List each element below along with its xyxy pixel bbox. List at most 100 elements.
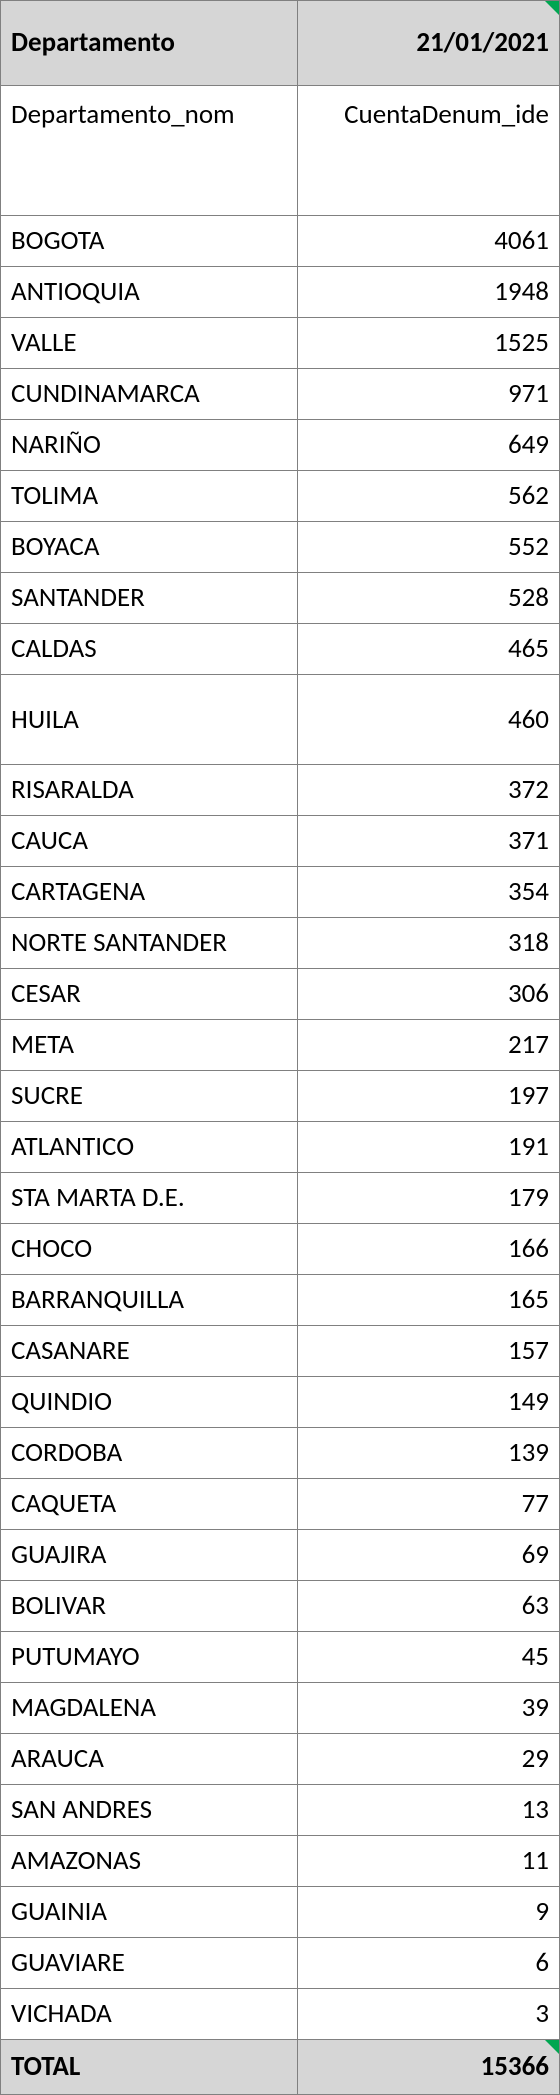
count-cell: 562 bbox=[298, 471, 560, 522]
table-row: CORDOBA139 bbox=[1, 1428, 560, 1479]
dept-cell: CARTAGENA bbox=[1, 867, 298, 918]
departamento-table: Departamento 21/01/2021 Departamento_nom… bbox=[0, 0, 560, 2095]
count-cell: 6 bbox=[298, 1938, 560, 1989]
count-cell: 3 bbox=[298, 1989, 560, 2040]
table-row: BARRANQUILLA165 bbox=[1, 1275, 560, 1326]
count-cell: 149 bbox=[298, 1377, 560, 1428]
count-cell: 39 bbox=[298, 1683, 560, 1734]
dept-cell: CALDAS bbox=[1, 624, 298, 675]
header-departamento: Departamento bbox=[1, 1, 298, 86]
table-row: BOGOTA4061 bbox=[1, 216, 560, 267]
table-row: TOLIMA562 bbox=[1, 471, 560, 522]
table-row: NORTE SANTANDER318 bbox=[1, 918, 560, 969]
table-row: HUILA460 bbox=[1, 675, 560, 765]
count-cell: 465 bbox=[298, 624, 560, 675]
table-row: NARIÑO649 bbox=[1, 420, 560, 471]
header-row: Departamento 21/01/2021 bbox=[1, 1, 560, 86]
dept-cell: CORDOBA bbox=[1, 1428, 298, 1479]
subheader-departamento: Departamento_nom bbox=[1, 86, 298, 216]
dept-cell: AMAZONAS bbox=[1, 1836, 298, 1887]
dept-cell: GUAJIRA bbox=[1, 1530, 298, 1581]
count-cell: 139 bbox=[298, 1428, 560, 1479]
table-row: SUCRE197 bbox=[1, 1071, 560, 1122]
dept-cell: STA MARTA D.E. bbox=[1, 1173, 298, 1224]
count-cell: 552 bbox=[298, 522, 560, 573]
table-row: GUAJIRA69 bbox=[1, 1530, 560, 1581]
table-row: BOLIVAR63 bbox=[1, 1581, 560, 1632]
table-row: ANTIOQUIA1948 bbox=[1, 267, 560, 318]
count-cell: 197 bbox=[298, 1071, 560, 1122]
header-date: 21/01/2021 bbox=[298, 1, 560, 86]
count-cell: 649 bbox=[298, 420, 560, 471]
count-cell: 318 bbox=[298, 918, 560, 969]
dept-cell: BOGOTA bbox=[1, 216, 298, 267]
table-row: CHOCO166 bbox=[1, 1224, 560, 1275]
dept-cell: GUAVIARE bbox=[1, 1938, 298, 1989]
table-row: GUAINIA9 bbox=[1, 1887, 560, 1938]
dept-cell: NORTE SANTANDER bbox=[1, 918, 298, 969]
count-cell: 1525 bbox=[298, 318, 560, 369]
total-value: 15366 bbox=[298, 2040, 560, 2095]
table-row: PUTUMAYO45 bbox=[1, 1632, 560, 1683]
table-row: VICHADA3 bbox=[1, 1989, 560, 2040]
count-cell: 157 bbox=[298, 1326, 560, 1377]
table-row: CARTAGENA354 bbox=[1, 867, 560, 918]
table-row: SAN ANDRES13 bbox=[1, 1785, 560, 1836]
dept-cell: BOYACA bbox=[1, 522, 298, 573]
table-row: CESAR306 bbox=[1, 969, 560, 1020]
table-row: CUNDINAMARCA971 bbox=[1, 369, 560, 420]
count-cell: 460 bbox=[298, 675, 560, 765]
count-cell: 4061 bbox=[298, 216, 560, 267]
count-cell: 306 bbox=[298, 969, 560, 1020]
dept-cell: VALLE bbox=[1, 318, 298, 369]
count-cell: 29 bbox=[298, 1734, 560, 1785]
dept-cell: ANTIOQUIA bbox=[1, 267, 298, 318]
table-row: CASANARE157 bbox=[1, 1326, 560, 1377]
table-row: QUINDIO149 bbox=[1, 1377, 560, 1428]
subheader-count: CuentaDenum_ide bbox=[298, 86, 560, 216]
count-cell: 45 bbox=[298, 1632, 560, 1683]
count-cell: 372 bbox=[298, 765, 560, 816]
dept-cell: GUAINIA bbox=[1, 1887, 298, 1938]
dept-cell: ATLANTICO bbox=[1, 1122, 298, 1173]
table-row: BOYACA552 bbox=[1, 522, 560, 573]
dept-cell: ARAUCA bbox=[1, 1734, 298, 1785]
count-cell: 165 bbox=[298, 1275, 560, 1326]
table-row: GUAVIARE6 bbox=[1, 1938, 560, 1989]
count-cell: 217 bbox=[298, 1020, 560, 1071]
count-cell: 63 bbox=[298, 1581, 560, 1632]
dept-cell: CAQUETA bbox=[1, 1479, 298, 1530]
dept-cell: BARRANQUILLA bbox=[1, 1275, 298, 1326]
table-row: ATLANTICO191 bbox=[1, 1122, 560, 1173]
table-row: CAUCA371 bbox=[1, 816, 560, 867]
total-row: TOTAL15366 bbox=[1, 2040, 560, 2095]
dept-cell: TOLIMA bbox=[1, 471, 298, 522]
count-cell: 166 bbox=[298, 1224, 560, 1275]
dept-cell: RISARALDA bbox=[1, 765, 298, 816]
dept-cell: SUCRE bbox=[1, 1071, 298, 1122]
count-cell: 69 bbox=[298, 1530, 560, 1581]
table-row: VALLE1525 bbox=[1, 318, 560, 369]
table-row: STA MARTA D.E.179 bbox=[1, 1173, 560, 1224]
table-body: Departamento 21/01/2021 Departamento_nom… bbox=[1, 1, 560, 2095]
count-cell: 971 bbox=[298, 369, 560, 420]
table-row: CALDAS465 bbox=[1, 624, 560, 675]
count-cell: 354 bbox=[298, 867, 560, 918]
count-cell: 13 bbox=[298, 1785, 560, 1836]
dept-cell: VICHADA bbox=[1, 1989, 298, 2040]
count-cell: 77 bbox=[298, 1479, 560, 1530]
dept-cell: SAN ANDRES bbox=[1, 1785, 298, 1836]
table-row: META217 bbox=[1, 1020, 560, 1071]
dept-cell: PUTUMAYO bbox=[1, 1632, 298, 1683]
subheader-row: Departamento_nom CuentaDenum_ide bbox=[1, 86, 560, 216]
count-cell: 9 bbox=[298, 1887, 560, 1938]
count-cell: 528 bbox=[298, 573, 560, 624]
count-cell: 371 bbox=[298, 816, 560, 867]
dept-cell: BOLIVAR bbox=[1, 1581, 298, 1632]
dept-cell: MAGDALENA bbox=[1, 1683, 298, 1734]
dept-cell: NARIÑO bbox=[1, 420, 298, 471]
table-row: MAGDALENA39 bbox=[1, 1683, 560, 1734]
table-row: CAQUETA77 bbox=[1, 1479, 560, 1530]
dept-cell: QUINDIO bbox=[1, 1377, 298, 1428]
dept-cell: CUNDINAMARCA bbox=[1, 369, 298, 420]
